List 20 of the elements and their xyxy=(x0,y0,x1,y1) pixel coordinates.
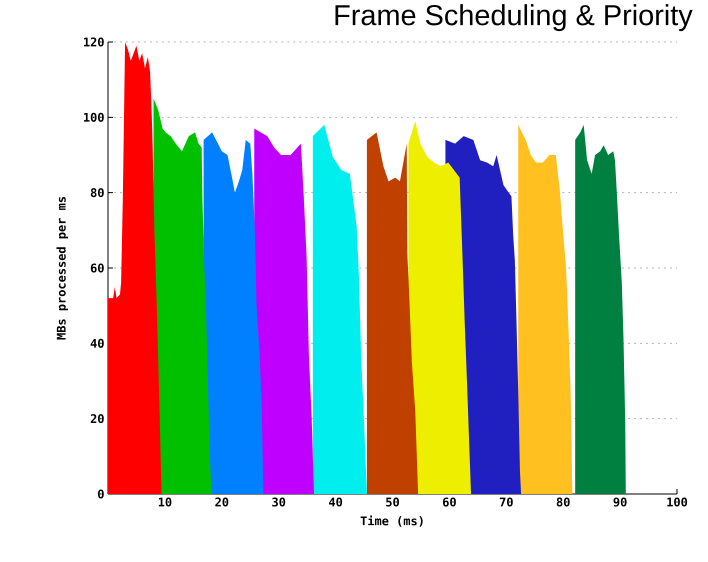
y-tick-label: 60 xyxy=(90,263,104,273)
x-tick-label: 80 xyxy=(556,498,570,507)
y-tick-label: 40 xyxy=(90,338,104,348)
y-tick-label: 20 xyxy=(90,414,104,424)
x-tick-label: 60 xyxy=(442,498,456,507)
x-tick-label: 90 xyxy=(614,498,627,507)
x-tick-label: 40 xyxy=(329,498,342,507)
chart-title: Frame Scheduling & Priority xyxy=(336,4,693,32)
x-tick-label: 10 xyxy=(158,498,172,507)
x-tick-label: 30 xyxy=(272,498,286,507)
y-tick-label: 120 xyxy=(84,37,104,47)
x-tick-label: 70 xyxy=(500,498,513,507)
y-axis-title: MBs processed per ms xyxy=(56,196,68,340)
x-tick-label: 20 xyxy=(215,498,228,507)
y-tick-label: 0 xyxy=(98,489,104,499)
y-tick-label: 80 xyxy=(90,188,104,198)
x-tick-label: 100 xyxy=(667,498,688,507)
y-tick-label: 100 xyxy=(84,112,104,122)
x-tick-label: 50 xyxy=(386,498,399,507)
x-axis-title: Time (ms) xyxy=(360,515,423,527)
